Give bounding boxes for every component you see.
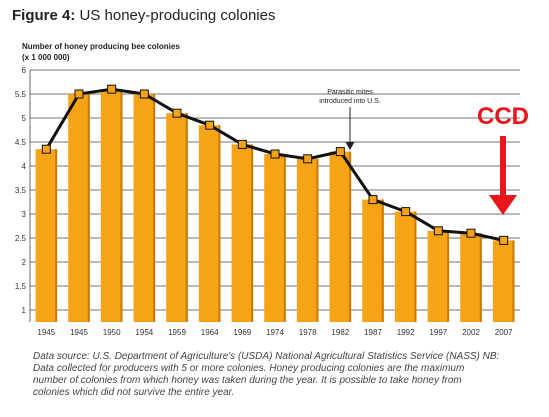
y-tick-label: 2 <box>22 258 27 267</box>
marker-14 <box>499 235 509 245</box>
mites-annotation-line-1: Parasitic mites <box>327 89 373 96</box>
x-tick-label: 2007 <box>495 328 513 337</box>
source-note-line-3: number of colonies from which honey was … <box>33 375 462 386</box>
y-tick-label: 5 <box>22 114 27 123</box>
bar-1997-12 <box>427 230 450 322</box>
bar-1959-4 <box>166 113 188 322</box>
bar-1987-10 <box>362 199 384 322</box>
bar-edge-14 <box>512 240 515 322</box>
marker-11 <box>401 207 411 217</box>
bar-1974-7 <box>264 154 286 322</box>
y-tick-label: 6 <box>22 66 27 75</box>
data-point-markers <box>41 84 509 245</box>
marker-4 <box>172 108 182 118</box>
marker-5 <box>205 120 215 130</box>
source-note: Data source: U.S. Department of Agricult… <box>33 351 538 399</box>
marker-12 <box>433 226 443 236</box>
x-tick-label: 2002 <box>462 328 480 337</box>
bar-edge-10 <box>381 199 384 322</box>
bar-1964-5 <box>198 125 221 322</box>
ccd-arrow-head <box>489 195 517 215</box>
ccd-label: CCD <box>477 103 529 130</box>
y-axis-label-line-1: Number of honey producing bee colonies <box>22 42 180 51</box>
figure-title: Figure 4: US honey-producing colonies <box>12 7 275 25</box>
x-tick-label: 1950 <box>103 328 121 337</box>
x-tick-label: 1992 <box>397 328 415 337</box>
x-tick-label: 1964 <box>201 328 219 337</box>
y-tick-label: 4 <box>22 162 27 171</box>
bar-1945-1 <box>68 94 90 322</box>
bar-edge-8 <box>316 158 319 322</box>
y-tick-label: 3.5 <box>15 186 27 195</box>
x-tick-label: 1945 <box>37 328 55 337</box>
x-tick-label: 1974 <box>266 328 284 337</box>
x-tick-label: 1945 <box>70 328 88 337</box>
bar-edge-0 <box>55 149 58 322</box>
marker-9 <box>335 147 345 157</box>
bar-edge-4 <box>185 113 188 322</box>
y-tick-label: 3 <box>22 210 27 219</box>
x-tick-label: 1997 <box>429 328 447 337</box>
mites-pointer-arrowhead <box>345 142 355 150</box>
bar-edge-2 <box>120 89 123 322</box>
bar-edge-5 <box>218 125 221 322</box>
x-tick-label: 1987 <box>364 328 382 337</box>
x-tick-label: 1954 <box>135 328 153 337</box>
bar-edge-12 <box>447 230 450 322</box>
bar-2007-14 <box>492 240 515 322</box>
bar-edge-11 <box>414 211 417 322</box>
bars <box>35 89 515 322</box>
ccd-arrow-shaft <box>500 136 506 198</box>
marker-7 <box>270 149 280 159</box>
bar-2002-13 <box>460 233 482 322</box>
marker-13 <box>466 228 476 238</box>
bar-edge-6 <box>251 144 254 322</box>
bar-1954-3 <box>133 94 156 322</box>
y-tick-label: 2.5 <box>15 234 27 243</box>
figure-title-text: US honey-producing colonies <box>79 7 276 24</box>
bar-1992-11 <box>394 211 417 322</box>
x-tick-label: 1969 <box>233 328 251 337</box>
marker-2 <box>107 84 117 94</box>
y-tick-label: 5.5 <box>15 90 27 99</box>
y-tick-label: 1.5 <box>15 282 27 291</box>
bar-edge-13 <box>479 233 482 322</box>
marker-8 <box>303 154 313 164</box>
bar-edge-3 <box>153 94 156 322</box>
bar-edge-9 <box>349 151 352 322</box>
x-tick-label: 1982 <box>331 328 349 337</box>
y-tick-label: 4.5 <box>15 138 27 147</box>
bar-1969-6 <box>231 144 254 322</box>
marker-6 <box>237 139 247 149</box>
bar-1945-0 <box>35 149 58 322</box>
bar-edge-7 <box>283 154 286 322</box>
y-axis-label-line-2: (x 1 000 000) <box>22 53 70 62</box>
x-tick-label: 1959 <box>168 328 186 337</box>
mites-annotation-line-2: introduced into U.S. <box>319 98 381 105</box>
x-tick-labels: 1945 1945 1950 1954 1959 1964 1969 1974 1978 1982… <box>37 328 513 337</box>
x-tick-label: 1978 <box>299 328 317 337</box>
y-tick-label: 1 <box>22 306 27 315</box>
source-note-line-2: Data collected for producers with 5 or m… <box>33 363 465 374</box>
bar-1978-8 <box>296 158 319 322</box>
marker-10 <box>368 195 378 205</box>
marker-1 <box>74 89 84 99</box>
bar-1982-9 <box>329 151 352 322</box>
source-note-line-4: colonies which did not survive the entir… <box>33 387 235 398</box>
bar-edge-1 <box>87 94 90 322</box>
bar-1950-2 <box>100 89 123 322</box>
marker-3 <box>139 89 149 99</box>
y-tick-labels: 1 1.5 2 2.5 3 3.5 4 4.5 5 5.5 6 <box>15 66 27 315</box>
marker-0 <box>41 144 51 154</box>
figure-number: Figure 4: <box>12 7 76 24</box>
source-note-line-1: Data source: U.S. Department of Agricult… <box>33 351 500 362</box>
